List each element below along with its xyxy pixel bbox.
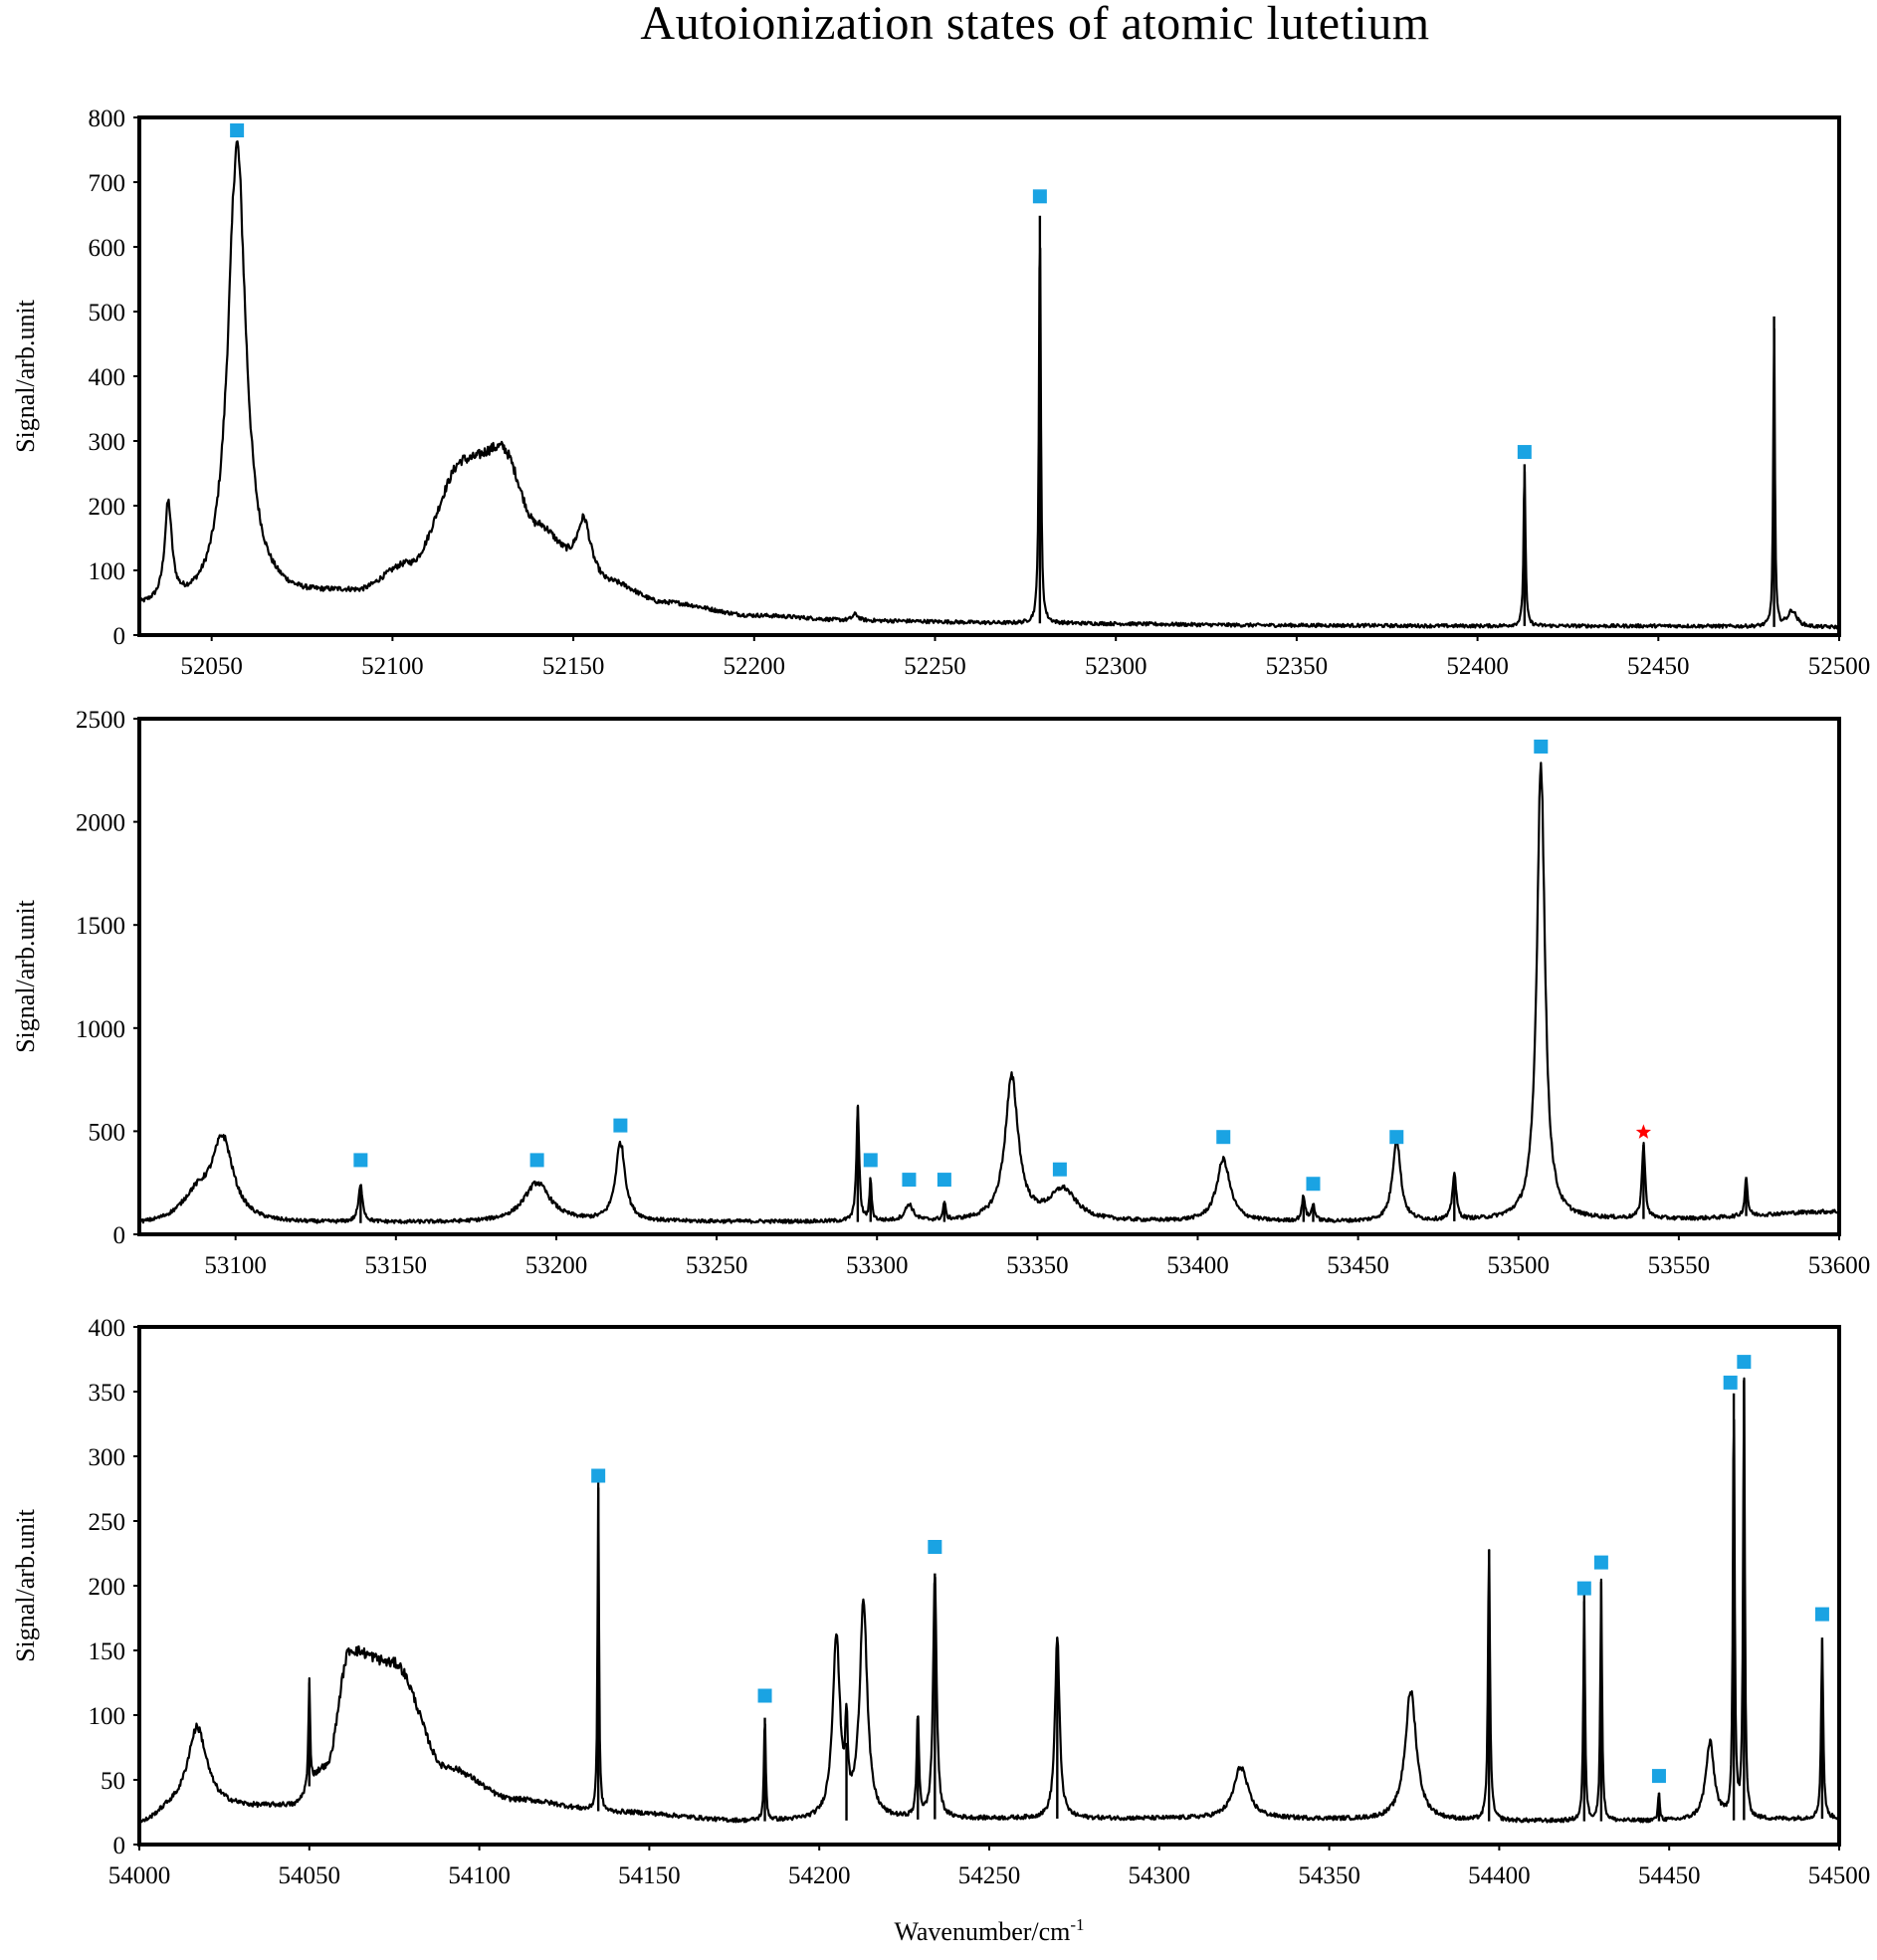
y-tick-label: 300 bbox=[89, 429, 126, 456]
x-tick-label: 54450 bbox=[1638, 1862, 1701, 1889]
y-tick-label: 300 bbox=[89, 1444, 126, 1471]
square-marker bbox=[1032, 189, 1047, 204]
square-marker bbox=[757, 1688, 772, 1703]
y-tick-label: 800 bbox=[89, 106, 126, 132]
square-marker bbox=[1306, 1177, 1321, 1192]
y-axis-label: Signal/arb.unit bbox=[11, 899, 40, 1053]
square-marker bbox=[613, 1118, 628, 1133]
y-tick-label: 500 bbox=[89, 300, 126, 327]
y-tick-label: 500 bbox=[89, 1119, 126, 1146]
square-marker bbox=[353, 1153, 368, 1168]
x-tick-label: 53600 bbox=[1808, 1252, 1871, 1279]
x-tick-label: 52250 bbox=[904, 653, 966, 680]
y-tick-label: 50 bbox=[101, 1768, 125, 1795]
x-tick-label: 54250 bbox=[958, 1862, 1021, 1889]
y-tick-label: 0 bbox=[113, 623, 126, 650]
star-marker bbox=[1635, 1124, 1651, 1139]
panel-3: 0 50 100 150 200 250 300 350 400 54000 54050 54100 5… bbox=[11, 1315, 1870, 1946]
x-tick-label: 53550 bbox=[1648, 1252, 1711, 1279]
x-axis-label-superscript: -1 bbox=[1070, 1915, 1084, 1934]
y-tick-label: 400 bbox=[89, 1315, 126, 1342]
x-tick-label: 52100 bbox=[361, 653, 424, 680]
x-tick-label: 52500 bbox=[1808, 653, 1871, 680]
square-marker bbox=[1723, 1375, 1738, 1390]
x-tick-label: 53150 bbox=[365, 1252, 428, 1279]
y-axis-label: Signal/arb.unit bbox=[11, 1508, 40, 1662]
square-marker bbox=[1534, 739, 1549, 754]
spectrum-line bbox=[138, 1377, 1840, 1825]
square-marker bbox=[1052, 1162, 1067, 1177]
square-marker bbox=[591, 1468, 606, 1483]
x-tick-label: 54400 bbox=[1468, 1862, 1531, 1889]
x-tick-label: 52450 bbox=[1627, 653, 1690, 680]
square-marker bbox=[1389, 1130, 1404, 1145]
x-tick-label: 52400 bbox=[1446, 653, 1509, 680]
y-tick-label: 700 bbox=[89, 170, 126, 197]
x-tick-label: 54300 bbox=[1129, 1862, 1191, 1889]
x-axis-label-text: Wavenumber/cm bbox=[894, 1917, 1070, 1946]
square-marker bbox=[1737, 1355, 1752, 1370]
x-tick-label: 53500 bbox=[1487, 1252, 1550, 1279]
spectrum-line bbox=[138, 762, 1840, 1224]
y-tick-label: 0 bbox=[113, 1833, 126, 1859]
y-tick-label: 250 bbox=[89, 1509, 126, 1536]
y-tick-label: 200 bbox=[89, 1574, 126, 1601]
y-tick-label: 1000 bbox=[76, 1016, 125, 1043]
square-marker bbox=[1517, 445, 1532, 460]
panel-1: 0 100 200 300 400 500 600 700 800 52050 52100 52150… bbox=[11, 106, 1870, 680]
x-tick-label: 52350 bbox=[1266, 653, 1329, 680]
x-tick-label: 52200 bbox=[724, 653, 786, 680]
x-tick-label: 53300 bbox=[846, 1252, 909, 1279]
x-tick-label: 52050 bbox=[180, 653, 243, 680]
square-marker bbox=[230, 123, 245, 137]
x-axis-label: Wavenumber/cm-1 bbox=[894, 1915, 1084, 1946]
square-marker bbox=[937, 1173, 951, 1188]
x-tick-label: 53200 bbox=[525, 1252, 588, 1279]
square-marker bbox=[1593, 1555, 1608, 1570]
y-tick-label: 100 bbox=[89, 558, 126, 585]
y-tick-label: 2500 bbox=[76, 707, 125, 734]
square-marker bbox=[1576, 1581, 1591, 1596]
y-axis-label: Signal/arb.unit bbox=[11, 299, 40, 453]
x-tick-label: 53450 bbox=[1327, 1252, 1389, 1279]
y-tick-label: 1500 bbox=[76, 913, 125, 940]
y-tick-label: 150 bbox=[89, 1638, 126, 1665]
y-tick-label: 2000 bbox=[76, 810, 125, 837]
x-tick-label: 52150 bbox=[542, 653, 605, 680]
x-tick-label: 53250 bbox=[686, 1252, 748, 1279]
y-tick-label: 0 bbox=[113, 1222, 126, 1249]
x-tick-label: 54350 bbox=[1298, 1862, 1360, 1889]
panel-2: 0 500 1000 1500 2000 2500 53100 53150 53200 53250… bbox=[11, 707, 1870, 1279]
page-title: Autoionization states of atomic lutetium bbox=[640, 0, 1430, 50]
spectrum-line bbox=[138, 140, 1841, 630]
square-marker bbox=[1814, 1607, 1829, 1622]
plot-frame bbox=[137, 717, 1841, 1236]
x-tick-label: 54150 bbox=[618, 1862, 681, 1889]
x-tick-label: 53350 bbox=[1006, 1252, 1069, 1279]
plot-frame bbox=[137, 1325, 1841, 1847]
square-marker bbox=[1651, 1769, 1666, 1784]
square-marker bbox=[1216, 1130, 1231, 1145]
plot-frame bbox=[137, 115, 1841, 637]
x-tick-label: 53100 bbox=[204, 1252, 267, 1279]
x-tick-label: 52300 bbox=[1085, 653, 1147, 680]
x-tick-label: 54050 bbox=[279, 1862, 341, 1889]
y-tick-label: 350 bbox=[89, 1380, 126, 1407]
x-tick-label: 53400 bbox=[1166, 1252, 1229, 1279]
y-tick-label: 100 bbox=[89, 1703, 126, 1730]
x-tick-label: 54500 bbox=[1808, 1862, 1871, 1889]
square-marker bbox=[928, 1540, 942, 1554]
y-tick-label: 600 bbox=[89, 235, 126, 262]
x-tick-label: 54200 bbox=[788, 1862, 851, 1889]
square-marker bbox=[863, 1153, 878, 1168]
square-marker bbox=[529, 1153, 544, 1168]
y-tick-label: 200 bbox=[89, 494, 126, 521]
y-tick-label: 400 bbox=[89, 364, 126, 391]
square-marker bbox=[902, 1173, 917, 1188]
x-tick-label: 54100 bbox=[448, 1862, 511, 1889]
x-tick-label: 54000 bbox=[108, 1862, 171, 1889]
